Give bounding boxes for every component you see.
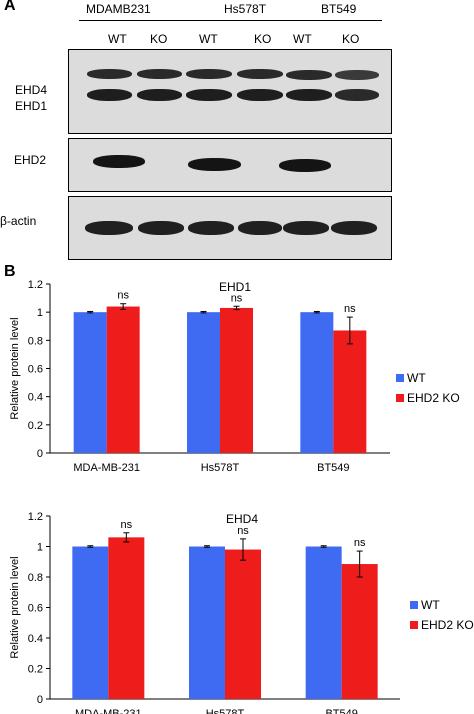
- cell-line-header-rule: [79, 20, 382, 21]
- ehd1-ylabel: Relative protein level: [9, 317, 21, 419]
- ehd1-bar-1-2: [333, 330, 367, 453]
- ehd4-annotation-0: ns: [121, 519, 133, 531]
- ehd1-ytick-label-3: 0.6: [28, 364, 43, 376]
- ehd4-bar-1-2: [341, 564, 378, 699]
- ehd1-legend-label-1: EHD2 KO: [407, 391, 460, 405]
- ehd1-ytick-label-1: 0.2: [28, 420, 43, 432]
- panel-a-letter: A: [4, 0, 16, 14]
- ehd4-bar-1-0: [108, 537, 145, 699]
- ehd4-legend-label-1: EHD2 KO: [421, 618, 474, 632]
- lane-label-6: KO: [342, 32, 360, 46]
- ehd1-xtick-label-2: BT549: [317, 462, 349, 474]
- ehd4-legend-label-0: WT: [421, 598, 440, 612]
- ehd4-bar-0-1: [189, 546, 225, 699]
- ehd4-ytick-label-4: 0.8: [28, 572, 43, 584]
- ehd1-legend-label-0: WT: [407, 371, 426, 385]
- chart-ehd4: EHD4 Relative protein level 0 0.2 0.4 0.6 0.8 1…: [9, 511, 474, 714]
- ehd1-bar-1-0: [106, 306, 140, 453]
- ehd1-ytick-label-0: 0: [37, 448, 43, 460]
- ehd4-ytick-label-3: 0.6: [28, 603, 43, 615]
- blot-ehd2: [68, 138, 392, 192]
- panel-b-letter: B: [4, 263, 16, 280]
- ehd1-ytick-label-4: 0.8: [28, 335, 43, 347]
- ehd4-ytick-label-5: 1: [37, 542, 43, 554]
- ehd1-legend-swatch-1: [396, 394, 404, 402]
- chart-ehd1-plot: EHD1 Relative protein level 0 0.2 0.4 0.6 0.8 1…: [9, 279, 460, 474]
- lane-label-4: KO: [254, 32, 272, 46]
- ehd1-legend-swatch-0: [396, 374, 404, 382]
- blot-label-ehd2: EHD2: [14, 153, 47, 167]
- ehd4-ylabel: Relative protein level: [9, 556, 21, 658]
- ehd4-ytick-label-1: 0.2: [28, 664, 43, 676]
- ehd4-title: EHD4: [226, 512, 258, 526]
- ehd4-xtick-label-2: BT549: [325, 708, 357, 714]
- ehd1-ytick-label-5: 1: [37, 307, 43, 319]
- blot-label-ehd1: EHD1: [15, 99, 48, 113]
- ehd1-annotation-1: ns: [231, 292, 243, 304]
- ehd1-ytick-label-2: 0.4: [28, 392, 43, 404]
- ehd1-ytick-label-6: 1.2: [28, 279, 43, 291]
- ehd4-xtick-label-0: MDA-MB-231: [75, 708, 142, 714]
- ehd1-xtick-label-0: MDA-MB-231: [73, 462, 140, 474]
- blot-ehd4-ehd1: [68, 49, 392, 134]
- ehd1-bar-0-0: [73, 312, 107, 453]
- lane-label-2: KO: [150, 32, 168, 46]
- ehd4-ytick-label-2: 0.4: [28, 633, 43, 645]
- blot-label-ehd4: EHD4: [15, 83, 48, 97]
- ehd4-ytick-label-6: 1.2: [28, 511, 43, 523]
- lane-label-1: WT: [108, 32, 127, 46]
- ehd1-xtick-label-1: Hs578T: [201, 462, 240, 474]
- ehd1-annotation-0: ns: [117, 290, 129, 302]
- ehd4-bar-0-2: [305, 546, 342, 699]
- ehd1-title: EHD1: [219, 280, 251, 294]
- ehd1-bar-1-1: [220, 307, 253, 453]
- ehd1-bar-0-1: [187, 312, 220, 453]
- cell-line-label-hs578t: Hs578T: [224, 2, 267, 16]
- ehd4-bar-0-0: [72, 546, 109, 699]
- cell-line-label-mdamb231: MDAMB231: [86, 2, 151, 16]
- ehd4-ytick-label-0: 0: [37, 694, 43, 706]
- ehd4-bar-1-1: [225, 549, 261, 699]
- ehd4-xtick-label-1: Hs578T: [206, 708, 245, 714]
- lane-label-5: WT: [293, 32, 312, 46]
- ehd4-annotation-1: ns: [237, 525, 249, 537]
- ehd4-legend-swatch-0: [410, 601, 418, 609]
- cell-line-label-bt549: BT549: [321, 2, 357, 16]
- ehd4-legend-swatch-1: [410, 621, 418, 629]
- blot-beta-actin: [68, 196, 392, 260]
- chart-ehd4-plot: EHD4 Relative protein level 0 0.2 0.4 0.6 0.8 1…: [9, 511, 474, 714]
- ehd4-annotation-2: ns: [354, 537, 366, 549]
- chart-ehd1: EHD1 Relative protein level 0 0.2 0.4 0.6 0.8 1…: [9, 279, 460, 474]
- ehd1-annotation-2: ns: [344, 303, 356, 315]
- ehd1-bar-0-2: [300, 312, 334, 453]
- lane-label-3: WT: [199, 32, 218, 46]
- blot-label-actin: β-actin: [0, 214, 37, 228]
